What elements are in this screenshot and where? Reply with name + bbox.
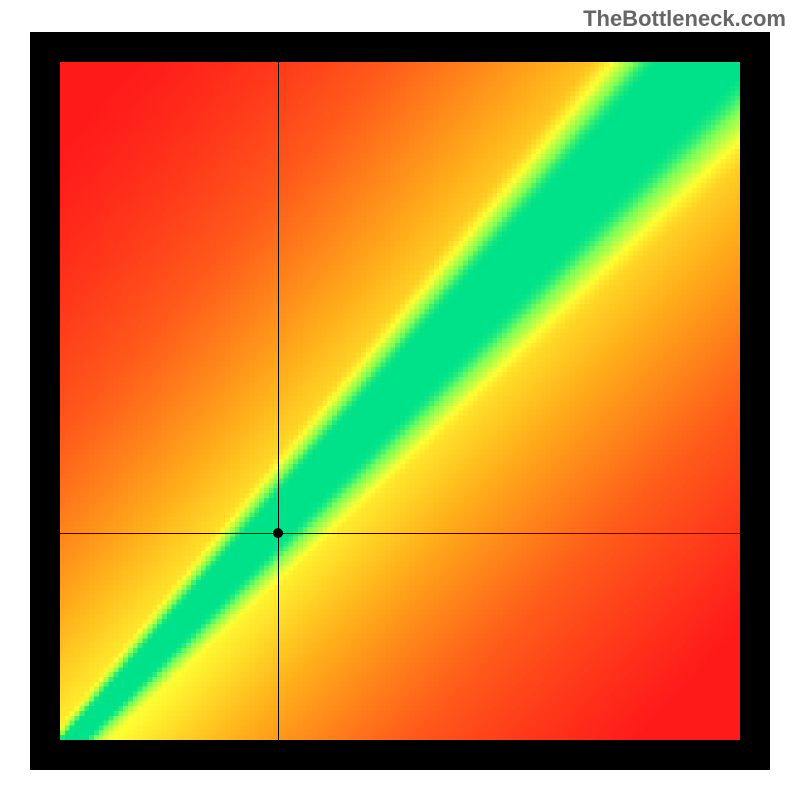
heatmap-canvas [60, 62, 740, 740]
plot-frame [30, 32, 770, 770]
figure: TheBottleneck.com [0, 0, 800, 800]
attribution-text: TheBottleneck.com [583, 6, 786, 32]
